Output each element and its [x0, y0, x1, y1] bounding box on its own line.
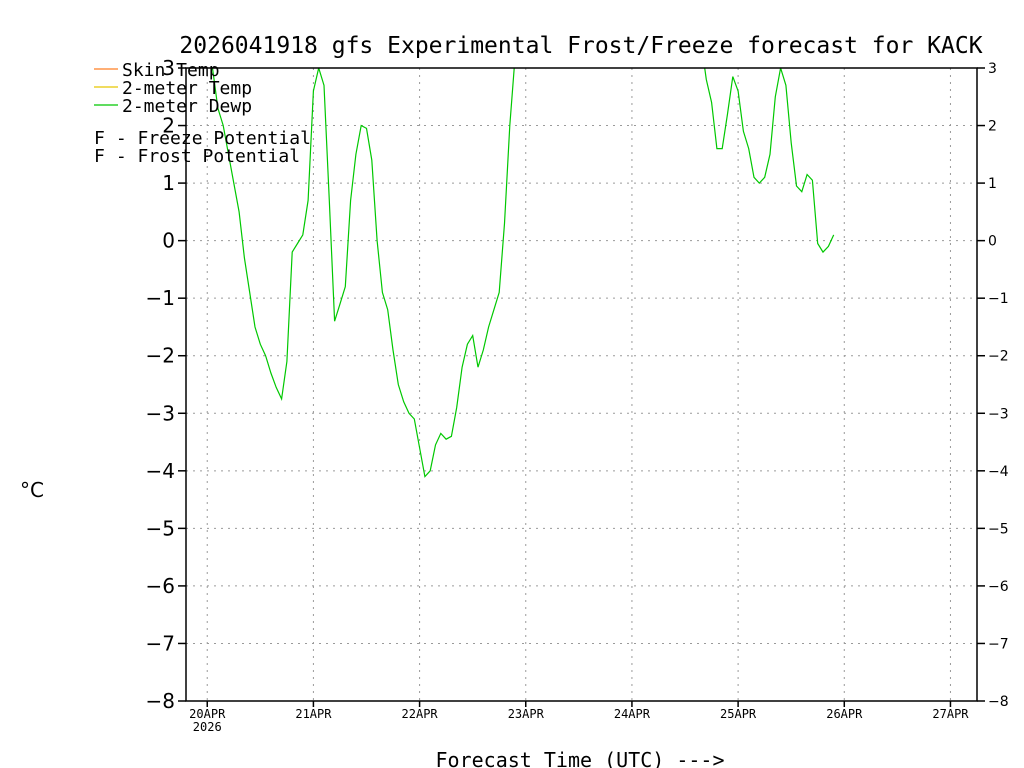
legend-label-skin-temp: Skin Temp: [122, 60, 220, 81]
legend-frost-letter: F: [94, 146, 105, 167]
x-axis-title: Forecast Time (UTC) --->: [436, 748, 725, 768]
legend-frost-label: - Frost Potential: [105, 146, 300, 167]
y-tick-label-left: −7: [146, 631, 175, 655]
legend-freeze-letter: F: [94, 128, 105, 149]
legend-freeze-label: - Freeze Potential: [105, 128, 311, 149]
y-tick-label-left: −2: [146, 344, 175, 368]
y-tick-label-right: −2: [988, 349, 1009, 365]
series-line-dewpoint: [704, 68, 835, 254]
x-tick-label: 26APR: [826, 707, 863, 721]
x-tick-label: 27APR: [932, 707, 969, 721]
chart-title: 2026041918 gfs Experimental Frost/Freeze…: [179, 33, 982, 59]
y-tick-label-right: −4: [988, 464, 1009, 480]
y-tick-label-right: 3: [988, 61, 997, 77]
x-tick-label: 20APR: [189, 707, 226, 721]
y-tick-label-left: −3: [146, 401, 175, 425]
y-tick-label-right: −1: [988, 291, 1009, 307]
x-tick-label: 24APR: [614, 707, 651, 721]
legend-label-2m-temp: 2-meter Temp: [122, 78, 252, 99]
data-layer: [211, 68, 835, 478]
x-tick-sublabel: 2026: [193, 720, 222, 734]
y-tick-label-right: −8: [988, 694, 1009, 710]
x-tick-label: 23APR: [508, 707, 545, 721]
y-axis-left: 3 2 1 0 −1 −2 −3 −4 −5 −6 −7 −8: [146, 56, 186, 713]
y-tick-label-left: −5: [146, 516, 175, 540]
x-tick-label: 21APR: [295, 707, 332, 721]
y-tick-label-right: −5: [988, 521, 1009, 537]
y-tick-label-left: 0: [162, 229, 175, 253]
x-tick-label: 25APR: [720, 707, 757, 721]
y-tick-label-left: 1: [162, 171, 175, 195]
y-axis-right: 3 2 1 0 −1 −2 −3 −4 −5 −6 −7 −8: [977, 61, 1009, 710]
plot-frame: [185, 67, 978, 702]
y-tick-label-right: −3: [988, 406, 1009, 422]
y-axis-unit-label: °C: [20, 478, 44, 502]
y-tick-label-right: 2: [988, 119, 997, 135]
y-tick-label-right: 0: [988, 234, 997, 250]
y-tick-label-left: 2: [162, 114, 175, 138]
series-line-dewpoint: [211, 68, 515, 478]
x-tick-label: 22APR: [402, 707, 439, 721]
y-tick-label-right: −7: [988, 636, 1009, 652]
y-tick-label-left: 3: [162, 56, 175, 80]
y-tick-label-left: −8: [146, 689, 175, 713]
legend: Skin Temp 2-meter Temp 2-meter Dewp F - …: [94, 60, 311, 167]
y-tick-label-left: −4: [146, 459, 175, 483]
y-tick-label-right: 1: [988, 176, 997, 192]
y-tick-label-left: −6: [146, 574, 175, 598]
grid-layer: [186, 68, 977, 701]
y-tick-label-right: −6: [988, 579, 1009, 595]
legend-label-2m-dewp: 2-meter Dewp: [122, 96, 252, 117]
y-tick-label-left: −1: [146, 286, 175, 310]
